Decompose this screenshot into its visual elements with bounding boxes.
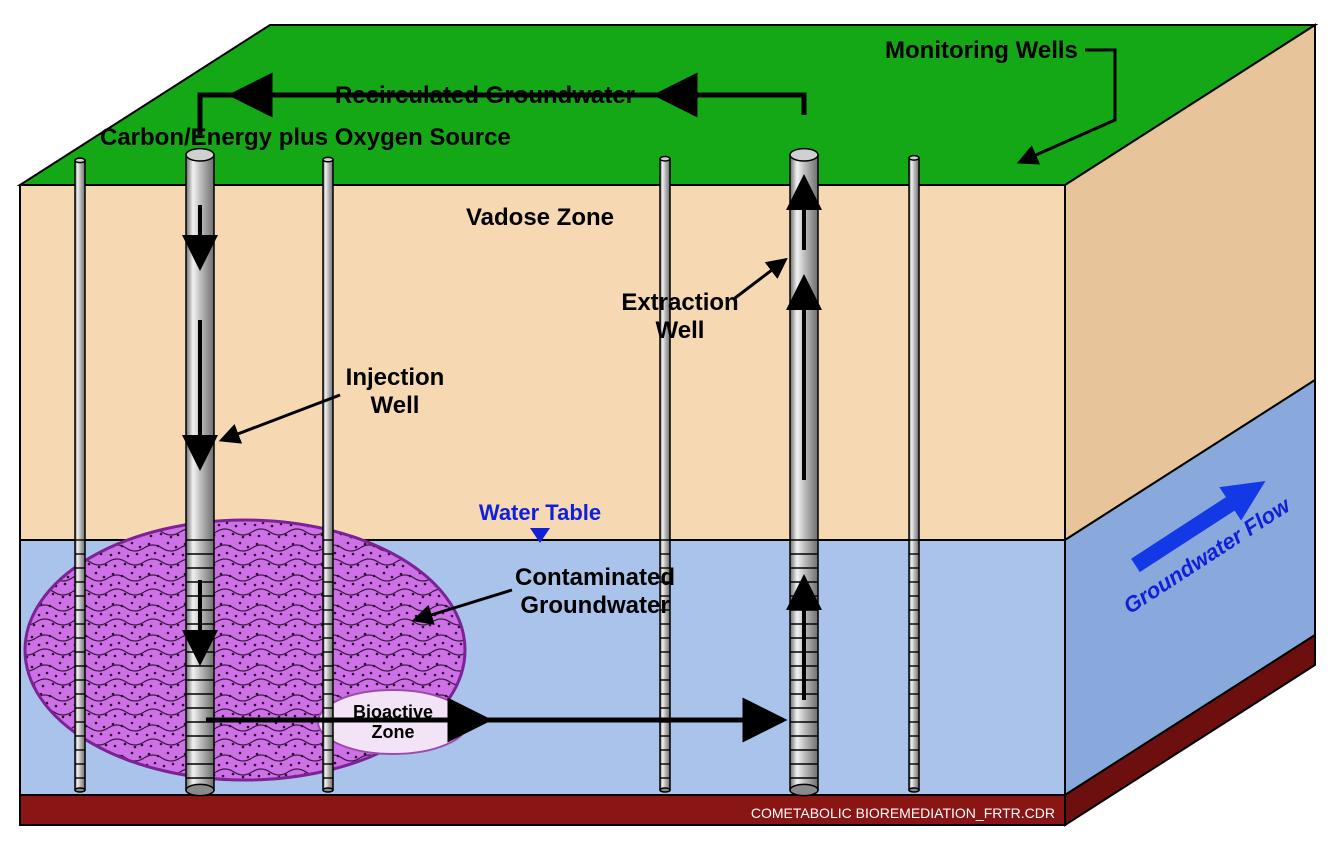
water-table-label: Water Table: [479, 500, 601, 525]
carbon-source-label: Carbon/Energy plus Oxygen Source: [100, 124, 511, 151]
diagram-root: Bioactive Zone Recirculated Groundwater …: [0, 0, 1330, 858]
vadose-zone-label: Vadose Zone: [466, 204, 614, 231]
extraction-well-label-l2: Well: [656, 317, 705, 344]
bioactive-label-l2: Zone: [372, 722, 415, 742]
extraction-well-label-l1: Extraction: [621, 289, 738, 316]
contaminated-label-l2: Groundwater: [520, 592, 669, 619]
monitoring-well: [75, 158, 85, 792]
injection-well-label-l2: Well: [371, 392, 420, 419]
monitoring-wells-label: Monitoring Wells: [885, 37, 1078, 64]
injection-well-label-l1: Injection: [346, 364, 445, 391]
monitoring-well: [323, 157, 333, 792]
recirculated-label: Recirculated Groundwater: [335, 82, 635, 109]
contaminated-label-l1: Contaminated: [515, 564, 675, 591]
monitoring-well: [909, 156, 919, 792]
credit-text: COMETABOLIC BIOREMEDIATION_FRTR.CDR: [751, 805, 1055, 821]
monitoring-well: [660, 156, 670, 792]
